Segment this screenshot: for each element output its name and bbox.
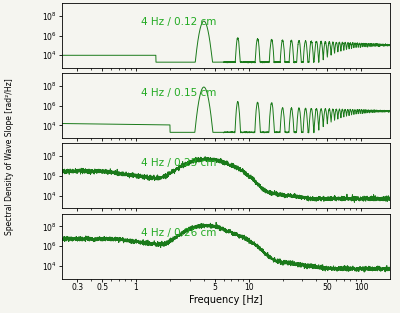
Text: Spectral Density of Wave Slope [rad²/Hz]: Spectral Density of Wave Slope [rad²/Hz] (5, 78, 14, 235)
Text: 4 Hz / 0.15 cm: 4 Hz / 0.15 cm (141, 88, 216, 98)
X-axis label: Frequency [Hz]: Frequency [Hz] (189, 295, 263, 305)
Text: 4 Hz / 0.23 cm: 4 Hz / 0.23 cm (141, 158, 216, 168)
Text: 4 Hz / 0.26 cm: 4 Hz / 0.26 cm (141, 228, 216, 238)
Text: 4 Hz / 0.12 cm: 4 Hz / 0.12 cm (141, 18, 216, 28)
